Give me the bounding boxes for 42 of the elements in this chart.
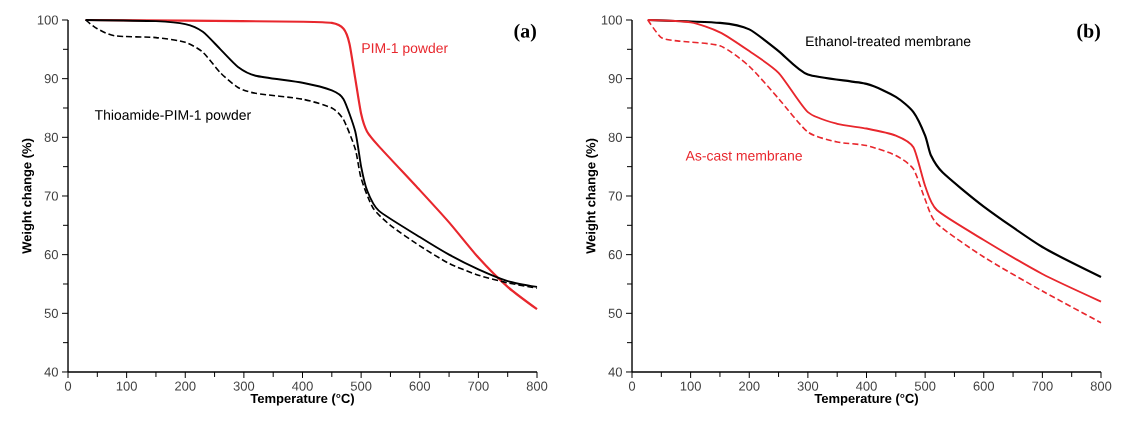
x-tick-label: 400 bbox=[856, 381, 877, 391]
y-tick-label: 100 bbox=[601, 15, 622, 25]
x-tick-label: 0 bbox=[64, 381, 72, 391]
series-label: PIM-1 powder bbox=[362, 42, 448, 56]
x-tick-label: 300 bbox=[233, 381, 255, 391]
x-tick-label: 500 bbox=[350, 381, 372, 391]
series-label: Ethanol-treated membrane bbox=[806, 35, 971, 47]
y-tick-label: 80 bbox=[44, 132, 58, 142]
x-tick-label: 200 bbox=[175, 381, 196, 391]
x-tick-label: 400 bbox=[292, 381, 313, 391]
y-tick-label: 70 bbox=[44, 191, 58, 201]
x-tick-label: 600 bbox=[973, 381, 995, 391]
x-tick-label: 600 bbox=[409, 381, 431, 391]
x-axis-title: Temperature (°C) bbox=[250, 393, 354, 406]
x-tick-label: 500 bbox=[914, 381, 936, 391]
x-tick-label: 700 bbox=[1032, 381, 1053, 391]
y-tick-label: 100 bbox=[37, 15, 58, 25]
y-tick-label: 90 bbox=[44, 74, 58, 84]
x-tick-label: 800 bbox=[526, 381, 548, 391]
x-tick-label: 0 bbox=[628, 381, 636, 391]
y-tick-label: 60 bbox=[608, 250, 622, 260]
x-tick-label: 800 bbox=[1090, 381, 1112, 391]
y-tick-label: 40 bbox=[608, 367, 622, 377]
text: Thioamide-PIM-1 powder bbox=[94, 109, 251, 123]
y-tick-label: 90 bbox=[608, 74, 622, 84]
x-tick-label: 100 bbox=[680, 381, 701, 391]
y-tick-label: 50 bbox=[44, 308, 58, 318]
y-tick-label: 80 bbox=[608, 132, 622, 142]
y-tick-label: 50 bbox=[608, 308, 622, 318]
text: As-cast membrane bbox=[685, 150, 802, 161]
y-axis-title: Weight change (%) bbox=[21, 138, 35, 254]
chart-title: (a) bbox=[514, 23, 536, 42]
x-axis-title: Temperature (°C) bbox=[814, 393, 918, 406]
chart-title: (b) bbox=[1077, 23, 1100, 42]
y-tick-label: 60 bbox=[44, 250, 58, 260]
x-tick-label: 100 bbox=[116, 381, 137, 391]
x-tick-label: 700 bbox=[468, 381, 489, 391]
y-tick-label: 40 bbox=[44, 367, 58, 377]
y-tick-label: 70 bbox=[608, 191, 622, 201]
x-tick-label: 200 bbox=[739, 381, 760, 391]
x-tick-label: 300 bbox=[797, 381, 819, 391]
y-axis-title: Weight change (%) bbox=[585, 138, 599, 254]
